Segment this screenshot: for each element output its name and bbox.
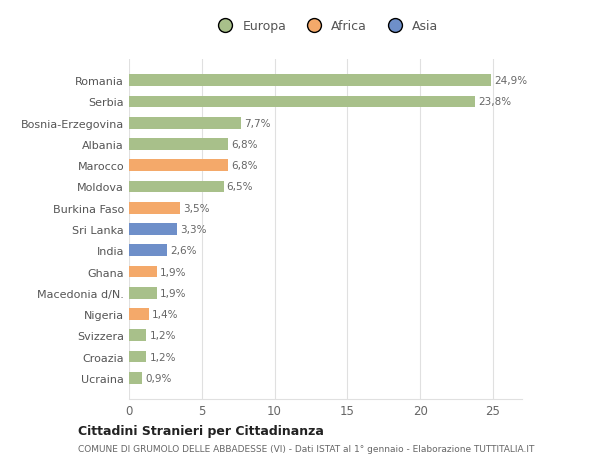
Text: 1,4%: 1,4% — [152, 309, 179, 319]
Bar — [129, 181, 224, 193]
Text: 2,6%: 2,6% — [170, 246, 196, 256]
Bar — [129, 351, 146, 363]
Bar — [129, 266, 157, 278]
Text: 3,5%: 3,5% — [183, 203, 209, 213]
Text: 23,8%: 23,8% — [478, 97, 511, 107]
Bar — [129, 308, 149, 320]
Text: 7,7%: 7,7% — [244, 118, 271, 129]
Text: 6,8%: 6,8% — [231, 140, 257, 150]
Bar — [129, 139, 228, 151]
Text: 6,8%: 6,8% — [231, 161, 257, 171]
Text: COMUNE DI GRUMOLO DELLE ABBADESSE (VI) - Dati ISTAT al 1° gennaio - Elaborazione: COMUNE DI GRUMOLO DELLE ABBADESSE (VI) -… — [78, 444, 535, 453]
Text: 1,9%: 1,9% — [160, 267, 186, 277]
Text: 1,9%: 1,9% — [160, 288, 186, 298]
Bar — [129, 372, 142, 384]
Bar — [129, 224, 177, 235]
Bar — [129, 330, 146, 341]
Text: 6,5%: 6,5% — [227, 182, 253, 192]
Bar — [129, 202, 180, 214]
Text: 3,3%: 3,3% — [180, 224, 206, 235]
Bar — [129, 118, 241, 129]
Text: 0,9%: 0,9% — [145, 373, 172, 383]
Bar — [129, 75, 491, 87]
Bar — [129, 96, 475, 108]
Bar — [129, 287, 157, 299]
Bar — [129, 245, 167, 257]
Text: Cittadini Stranieri per Cittadinanza: Cittadini Stranieri per Cittadinanza — [78, 424, 324, 437]
Legend: Europa, Africa, Asia: Europa, Africa, Asia — [208, 15, 443, 38]
Text: 1,2%: 1,2% — [149, 330, 176, 341]
Bar — [129, 160, 228, 172]
Text: 1,2%: 1,2% — [149, 352, 176, 362]
Text: 24,9%: 24,9% — [494, 76, 527, 86]
